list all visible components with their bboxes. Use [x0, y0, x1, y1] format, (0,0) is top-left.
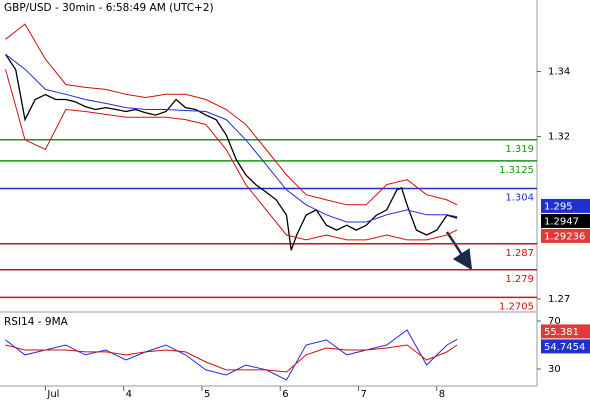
level-label: 1.279	[505, 274, 534, 285]
level-label: 1.287	[505, 248, 534, 259]
level-label: 1.319	[505, 144, 534, 155]
series-line	[5, 23, 458, 206]
series-line	[4, 53, 458, 251]
chart-title: GBP/USD - 30min - 6:58:49 AM (UTC+2)	[4, 2, 214, 14]
level-label: 1.3125	[499, 165, 534, 176]
x-tick-label: 7	[361, 389, 367, 400]
price-marker-label: 55.381	[544, 327, 579, 338]
x-tick-label: 6	[282, 389, 288, 400]
panel-title: RSI14 - 9MA	[4, 316, 69, 328]
price-marker-label: 1.295	[544, 201, 573, 212]
x-tick-label: 4	[126, 389, 132, 400]
price-marker	[541, 228, 590, 243]
price-marker	[541, 324, 590, 339]
price-marker	[541, 198, 590, 213]
x-tick-label: Jul	[46, 389, 59, 400]
x-tick-label: 5	[204, 389, 210, 400]
series-line	[5, 53, 458, 223]
level-label: 1.304	[505, 193, 534, 204]
forecast-arrow	[445, 231, 473, 271]
y-tick-label: 70	[548, 316, 561, 327]
y-tick-label: 30	[548, 364, 561, 375]
series-line	[5, 344, 458, 373]
level-label: 1.2705	[499, 301, 534, 312]
price-marker-label: 54.7454	[544, 342, 585, 353]
price-marker	[541, 213, 590, 228]
series-line	[5, 69, 458, 241]
x-tick-label: 8	[439, 389, 445, 400]
price-marker-label: 1.29236	[544, 231, 585, 242]
price-marker	[541, 339, 590, 354]
y-tick-label: 1.32	[548, 132, 570, 143]
y-tick-label: 1.27	[548, 294, 570, 305]
price-marker-label: 1.2947	[544, 216, 579, 227]
y-tick-label: 1.34	[548, 67, 570, 78]
